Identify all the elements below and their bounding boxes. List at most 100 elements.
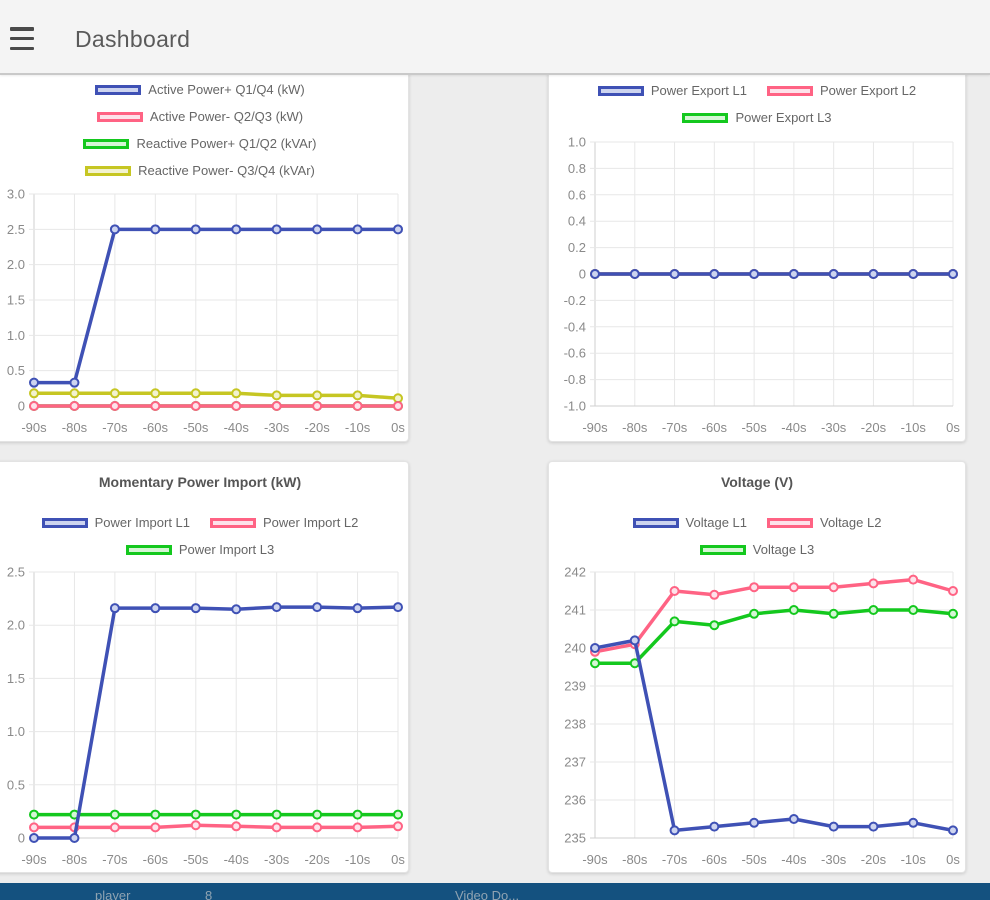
chart-plot[interactable]: 2.5 2.0 1.5 1.0 0.5 0 -90s -80s -70s -60s -50s -40s… xyxy=(0,462,410,874)
svg-text:-40s: -40s xyxy=(224,852,250,867)
legend-swatch-icon xyxy=(597,85,644,96)
svg-text:-30s: -30s xyxy=(821,420,847,435)
legend-item[interactable]: Power Export L1 xyxy=(597,83,747,98)
svg-text:-80s: -80s xyxy=(622,852,648,867)
svg-text:-40s: -40s xyxy=(781,852,807,867)
legend-label: Active Power- Q2/Q3 (kW) xyxy=(149,109,304,124)
legend-label: Active Power+ Q1/Q4 (kW) xyxy=(148,82,305,97)
taskbar-item[interactable]: player xyxy=(95,888,131,900)
svg-text:241: 241 xyxy=(564,603,586,618)
legend-swatch-icon xyxy=(682,112,729,123)
svg-text:0.8: 0.8 xyxy=(568,161,586,176)
taskbar: player 8 Video Do... xyxy=(0,883,990,900)
svg-text:0.2: 0.2 xyxy=(568,240,586,255)
svg-text:-10s: -10s xyxy=(901,420,927,435)
legend-label: Voltage L1 xyxy=(685,515,747,530)
legend-item[interactable]: Voltage L1 xyxy=(632,515,747,530)
legend-swatch-icon xyxy=(210,517,256,528)
chart-legend: Power Export L1 Power Export L2 Power Expo… xyxy=(549,77,965,131)
svg-text:0: 0 xyxy=(18,399,25,414)
svg-text:235: 235 xyxy=(564,831,586,846)
app-header: Dashboard xyxy=(0,0,990,75)
svg-text:-50s: -50s xyxy=(183,420,209,435)
legend-swatch-icon xyxy=(632,517,679,528)
legend-item[interactable]: Power Import L3 xyxy=(125,542,275,557)
chart-plot[interactable]: 1.0 0.8 0.6 0.4 0.2 0 -0.2 -0.4 -0.6 -0.8 -1.0 -90s… xyxy=(549,30,967,443)
svg-text:-90s: -90s xyxy=(21,420,47,435)
legend-label: Power Export L1 xyxy=(650,83,747,98)
legend-swatch-icon xyxy=(83,138,130,149)
page-title: Dashboard xyxy=(75,26,191,52)
chart-card-momentary-power: Active Power+ Q1/Q4 (kW) Active Power- Q2… xyxy=(0,29,409,442)
chart-title: Momentary Power Import (kW) xyxy=(98,474,302,490)
svg-text:1.0: 1.0 xyxy=(568,135,586,150)
chart-legend: Active Power+ Q1/Q4 (kW) Active Power- Q2… xyxy=(0,76,408,184)
svg-text:2.0: 2.0 xyxy=(7,257,25,272)
chart-card-voltage: Voltage (V) Voltage L1 Voltage L2 Voltage … xyxy=(548,461,966,873)
svg-text:-70s: -70s xyxy=(662,852,688,867)
svg-text:-70s: -70s xyxy=(102,420,128,435)
legend-swatch-icon xyxy=(767,517,813,528)
svg-text:-60s: -60s xyxy=(143,852,169,867)
legend-label: Power Import L3 xyxy=(178,542,275,557)
svg-text:242: 242 xyxy=(564,565,586,580)
svg-text:0.5: 0.5 xyxy=(7,777,25,792)
svg-text:2.5: 2.5 xyxy=(7,565,25,580)
svg-text:1.5: 1.5 xyxy=(7,671,25,686)
svg-text:-80s: -80s xyxy=(62,852,88,867)
legend-label: Power Import L2 xyxy=(263,515,359,530)
svg-text:-10s: -10s xyxy=(345,420,371,435)
chart-plot[interactable]: 242 241 240 239 238 237 236 235 -90s -80s -70s -60s… xyxy=(549,462,967,874)
chart-legend: Voltage L1 Voltage L2 Voltage L3 xyxy=(549,509,965,563)
legend-item[interactable]: Power Import L2 xyxy=(210,515,358,530)
svg-text:-80s: -80s xyxy=(622,420,648,435)
svg-text:-90s: -90s xyxy=(582,852,608,867)
svg-text:2.0: 2.0 xyxy=(7,618,25,633)
svg-text:0.4: 0.4 xyxy=(568,214,586,229)
svg-text:-40s: -40s xyxy=(224,420,250,435)
svg-text:239: 239 xyxy=(564,679,586,694)
svg-text:236: 236 xyxy=(564,793,586,808)
chart-plot[interactable]: 3.02.52.01.51.00.50-90s -80s -70s -60s -50s -… xyxy=(0,30,410,443)
legend-swatch-icon xyxy=(767,85,813,96)
svg-text:2.5: 2.5 xyxy=(7,222,25,237)
svg-text:1.0: 1.0 xyxy=(7,724,25,739)
legend-item[interactable]: Voltage L2 xyxy=(767,515,881,530)
legend-item[interactable]: Voltage L3 xyxy=(699,542,815,557)
legend-swatch-icon xyxy=(95,84,142,95)
svg-text:0: 0 xyxy=(579,267,586,282)
svg-text:-80s: -80s xyxy=(62,420,88,435)
legend-swatch-icon xyxy=(85,165,132,176)
legend-label: Voltage L3 xyxy=(752,542,815,557)
svg-text:-10s: -10s xyxy=(345,852,371,867)
menu-button[interactable] xyxy=(10,27,36,50)
svg-text:-70s: -70s xyxy=(662,420,688,435)
svg-text:0s: 0s xyxy=(946,852,960,867)
svg-text:-10s: -10s xyxy=(901,852,927,867)
chart-title: Voltage (V) xyxy=(720,474,794,490)
svg-text:-70s: -70s xyxy=(102,852,128,867)
svg-text:-30s: -30s xyxy=(264,852,290,867)
legend-label: Power Import L1 xyxy=(94,515,190,530)
taskbar-item[interactable]: Video Do... xyxy=(455,888,520,900)
chart-card-power-export: Power Export L1 Power Export L2 Power Expo… xyxy=(548,29,966,442)
legend-item[interactable]: Active Power- Q2/Q3 (kW) xyxy=(96,109,304,124)
legend-item[interactable]: Power Export L2 xyxy=(767,83,916,98)
legend-swatch-icon xyxy=(699,544,746,555)
svg-text:-60s: -60s xyxy=(702,852,728,867)
legend-item[interactable]: Power Import L1 xyxy=(41,515,190,530)
legend-item[interactable]: Active Power+ Q1/Q4 (kW) xyxy=(95,82,305,97)
svg-text:-20s: -20s xyxy=(304,852,330,867)
svg-text:0.5: 0.5 xyxy=(7,363,25,378)
svg-text:-90s: -90s xyxy=(21,852,47,867)
taskbar-item[interactable]: 8 xyxy=(205,888,213,900)
svg-text:3.0: 3.0 xyxy=(7,187,25,202)
legend-item[interactable]: Reactive Power- Q3/Q4 (kVAr) xyxy=(85,163,315,178)
svg-text:-0.8: -0.8 xyxy=(564,372,586,387)
legend-label: Reactive Power+ Q1/Q2 (kVAr) xyxy=(136,136,317,151)
legend-item[interactable]: Reactive Power+ Q1/Q2 (kVAr) xyxy=(83,136,317,151)
legend-item[interactable]: Power Export L3 xyxy=(682,110,832,125)
legend-label: Reactive Power- Q3/Q4 (kVAr) xyxy=(138,163,315,178)
svg-text:-30s: -30s xyxy=(264,420,290,435)
